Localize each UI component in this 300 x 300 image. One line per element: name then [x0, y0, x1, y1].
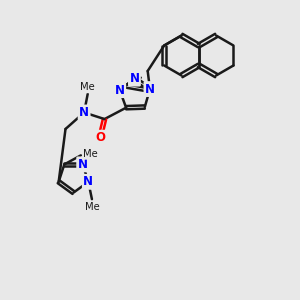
Text: N: N [129, 72, 140, 85]
Text: N: N [83, 175, 93, 188]
Text: N: N [115, 84, 125, 97]
Text: N: N [145, 82, 155, 96]
Text: N: N [78, 158, 88, 171]
Text: Me: Me [80, 82, 95, 92]
Text: Me: Me [85, 202, 99, 212]
Text: N: N [79, 106, 89, 119]
Text: Me: Me [83, 149, 98, 159]
Text: O: O [95, 131, 105, 144]
